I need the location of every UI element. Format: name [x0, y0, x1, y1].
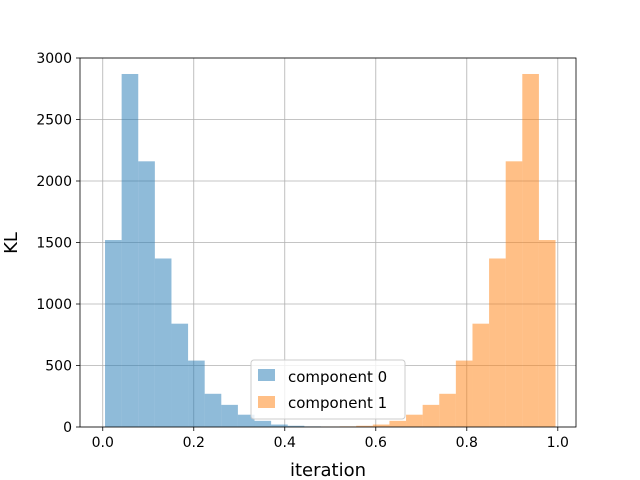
bar-component-0	[221, 404, 238, 427]
bar-component-1	[538, 240, 556, 427]
legend-label-component-1: component 1	[288, 394, 387, 412]
bar-component-1	[455, 360, 473, 427]
legend-swatch-component-0	[258, 369, 275, 381]
bar-component-1	[522, 73, 539, 428]
bar-component-0	[287, 425, 305, 427]
y-tick-label: 2000	[36, 174, 72, 190]
bar-component-0	[271, 424, 288, 427]
bar-component-0	[138, 161, 155, 427]
x-tick-label: 0.6	[365, 435, 387, 451]
y-tick-label: 500	[45, 359, 72, 375]
x-tick-label: 0.8	[456, 435, 478, 451]
x-tick-label: 1.0	[547, 435, 569, 451]
bar-component-0	[154, 258, 172, 427]
bar-component-1	[372, 424, 390, 427]
bar-component-0	[188, 360, 205, 427]
y-tick-label: 2500	[36, 113, 72, 129]
histogram-bars	[105, 73, 556, 428]
bar-component-0	[105, 240, 122, 427]
bar-component-0	[121, 73, 139, 428]
bar-component-1	[472, 323, 490, 427]
y-tick-label: 0	[63, 420, 72, 436]
x-axis-label: iteration	[290, 460, 366, 480]
bar-component-1	[439, 393, 456, 427]
x-tick-label: 0.4	[274, 435, 296, 451]
bar-component-1	[356, 425, 373, 427]
x-tick-label: 0.0	[92, 435, 114, 451]
legend: component 0 component 1	[250, 359, 406, 420]
y-tick-label: 3000	[36, 51, 72, 67]
y-tick-label: 1500	[36, 236, 72, 252]
legend-swatch-component-1	[258, 396, 275, 408]
bar-component-1	[389, 420, 407, 427]
bar-component-1	[422, 404, 440, 427]
legend-label-component-0: component 0	[288, 368, 387, 386]
legend-frame	[250, 359, 406, 420]
x-axis-ticks: 0.0 0.2 0.4 0.6 0.8 1.0	[92, 427, 569, 451]
x-tick-label: 0.2	[183, 435, 205, 451]
bar-component-0	[204, 393, 222, 427]
bar-component-0	[171, 323, 189, 427]
y-axis-ticks: 0 500 1000 1500 2000 2500 3000	[36, 51, 80, 436]
bar-component-1	[505, 161, 523, 427]
y-axis-label: KL	[1, 232, 22, 254]
bar-component-0	[237, 414, 255, 427]
bar-component-0	[254, 420, 272, 427]
bar-component-1	[406, 414, 423, 427]
y-tick-label: 1000	[36, 297, 72, 313]
bar-component-1	[489, 258, 506, 427]
